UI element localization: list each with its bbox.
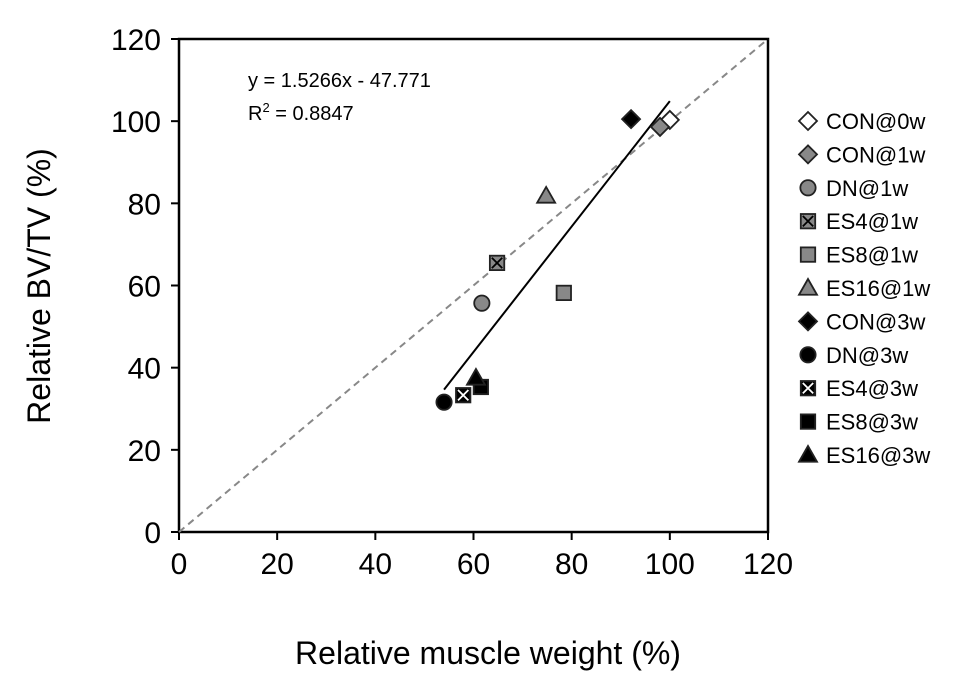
y-axis-title: Relative BV/TV (%) [21, 148, 57, 424]
points [435, 108, 681, 411]
point-con-at-0w [659, 109, 681, 131]
legend-marker-es16-at-3w [797, 444, 819, 463]
legend-label: ES8@1w [826, 243, 918, 268]
equation-label: y = 1.5266x - 47.771 [248, 70, 431, 92]
legend-label: ES4@3w [826, 376, 918, 401]
x-tick-label: 60 [457, 548, 490, 581]
x-tick-label: 100 [645, 548, 695, 581]
legend-label: ES16@3w [826, 443, 930, 468]
legend-marker-es8-at-3w [799, 413, 817, 430]
legend-label: ES8@3w [826, 410, 918, 435]
legend-label: ES16@1w [826, 276, 930, 301]
legend-label: CON@1w [826, 142, 925, 167]
r2-value: = 0.8847 [270, 103, 354, 125]
y-tick-label: 60 [128, 271, 161, 304]
point-es8-at-1w [555, 284, 572, 301]
legend-label: DN@3w [826, 343, 908, 368]
legend-label: ES4@1w [826, 209, 918, 234]
legend-label: CON@0w [826, 109, 925, 134]
x-tick-label: 80 [555, 548, 588, 581]
r2-sup: 2 [262, 100, 269, 115]
legend-marker-es4-at-1w-cross [802, 215, 814, 228]
legend-marker-dn-at-1w [799, 179, 817, 197]
point-con-at-1w [649, 116, 671, 138]
legend-marker-es8-at-1w [799, 246, 817, 263]
trend-line [443, 100, 671, 391]
point-es4-at-3w-cross [457, 389, 470, 402]
legend: CON@0w CON@1w DN@1w ES4@1w ES8@1w ES16@1w CON@… [797, 109, 930, 468]
r2-label: R2 = 0.8847 [248, 100, 354, 125]
legend-marker-con-at-3w [797, 311, 819, 332]
legend-marker-dn-at-3w [799, 346, 817, 364]
point-dn-at-3w [435, 393, 453, 411]
legend-marker-con-at-0w [797, 110, 819, 132]
y-tick-label: 80 [128, 188, 161, 221]
legend-label: DN@1w [826, 176, 908, 201]
axes: 0 20 40 60 80 100 120 0 20 40 60 80 100 120 [111, 24, 793, 581]
y-tick-label: 100 [111, 106, 161, 139]
x-tick-label: 40 [359, 548, 392, 581]
legend-marker-con-at-1w [797, 144, 819, 165]
x-axis-title: Relative muscle weight (%) [295, 635, 681, 671]
point-es16-at-1w [535, 185, 557, 204]
point-es4-at-1w-cross [491, 257, 503, 269]
legend-marker-es4-at-3w-cross [802, 382, 814, 395]
y-tick-label: 120 [111, 24, 161, 57]
legend-label: CON@3w [826, 309, 925, 334]
x-tick-label: 120 [743, 548, 793, 581]
legend-marker-es16-at-1w [797, 277, 819, 296]
point-con-at-3w [620, 108, 642, 130]
r2-prefix: R [248, 103, 262, 125]
y-tick-label: 0 [144, 517, 161, 550]
y-tick-label: 20 [128, 435, 161, 468]
point-dn-at-1w [473, 294, 491, 312]
y-tick-label: 40 [128, 353, 161, 386]
x-tick-label: 0 [171, 548, 188, 581]
x-tick-label: 20 [260, 548, 293, 581]
point-es16-at-3w [465, 367, 487, 386]
